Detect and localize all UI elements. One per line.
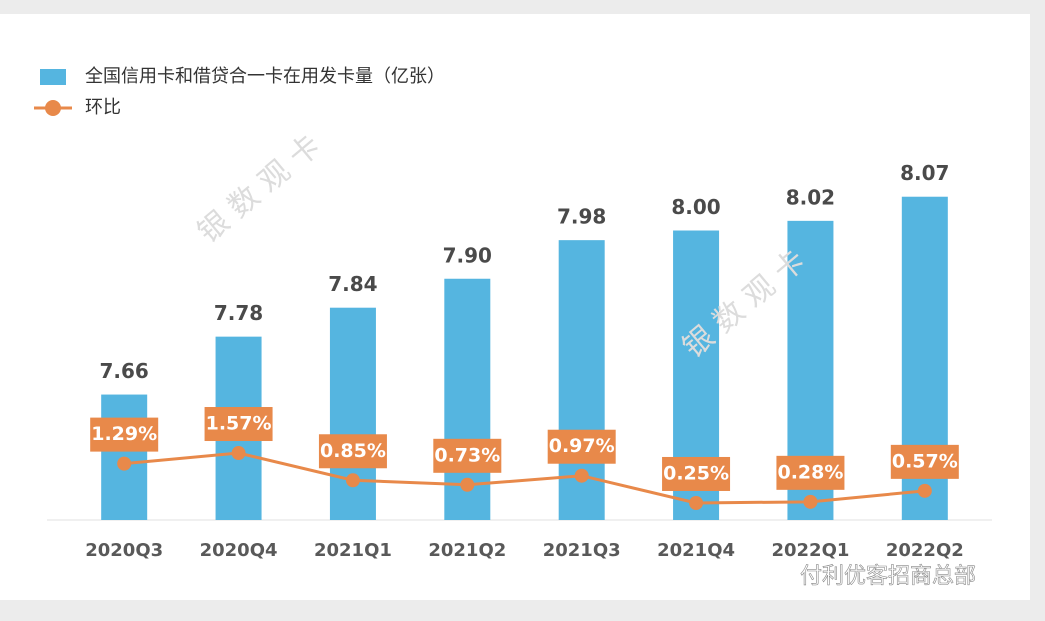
label-box [90, 417, 159, 452]
x-tick-label: 2022Q2 [886, 540, 964, 561]
line-point [460, 477, 475, 492]
x-tick-label: 2020Q4 [200, 540, 278, 561]
legend-swatch [40, 69, 66, 85]
x-tick-label: 2022Q1 [771, 540, 849, 561]
label-box [662, 456, 731, 491]
label-box [890, 444, 959, 479]
line-value-label: 0.25% [663, 462, 729, 484]
line-value-label: 0.97% [549, 435, 615, 457]
x-tick-label: 2020Q3 [85, 540, 163, 561]
legend-label: 全国信用卡和借贷合一卡在用发卡量（亿张） [85, 66, 445, 87]
x-tick-label: 2021Q3 [543, 540, 621, 561]
bar-value-label: 7.84 [328, 272, 377, 296]
bar-value-label: 7.78 [214, 301, 263, 325]
line-value-label: 1.29% [91, 423, 157, 445]
line-value-label: 0.28% [777, 461, 843, 483]
line-value-label: 0.73% [434, 444, 500, 466]
bar-value-label: 7.98 [557, 205, 606, 229]
line-value-label: 1.57% [206, 413, 272, 435]
line-point [917, 483, 932, 498]
x-tick-label: 2021Q1 [314, 540, 392, 561]
bar-value-label: 8.00 [671, 195, 720, 219]
footer: 付利优客招商总部 [762, 562, 976, 589]
wechat-icon [775, 572, 791, 588]
label-box [204, 407, 273, 442]
line-point [231, 446, 246, 461]
label-box [318, 434, 387, 469]
legend-swatch [45, 100, 61, 116]
wechat-icon [762, 562, 782, 582]
line-point [574, 468, 589, 483]
line-point [117, 456, 132, 471]
bar [329, 307, 376, 520]
label-box [547, 429, 616, 464]
line-point [689, 495, 704, 510]
x-tick-label: 2021Q4 [657, 540, 735, 561]
chart-background [0, 14, 1030, 600]
line-value-label: 0.57% [892, 450, 958, 472]
line-value-label: 0.85% [320, 440, 386, 462]
line-point [803, 494, 818, 509]
label-box [776, 455, 845, 490]
line-point [345, 473, 360, 488]
footer-text: 付利优客招商总部 [800, 564, 976, 589]
line [124, 451, 925, 505]
label-box [433, 438, 502, 473]
bar-value-label: 7.90 [443, 243, 492, 267]
x-tick-label: 2021Q2 [428, 540, 506, 561]
bar-value-label: 8.07 [900, 161, 949, 185]
legend-label: 环比 [85, 97, 121, 118]
bar-value-label: 7.66 [100, 359, 149, 383]
bar-value-label: 8.02 [786, 185, 835, 209]
